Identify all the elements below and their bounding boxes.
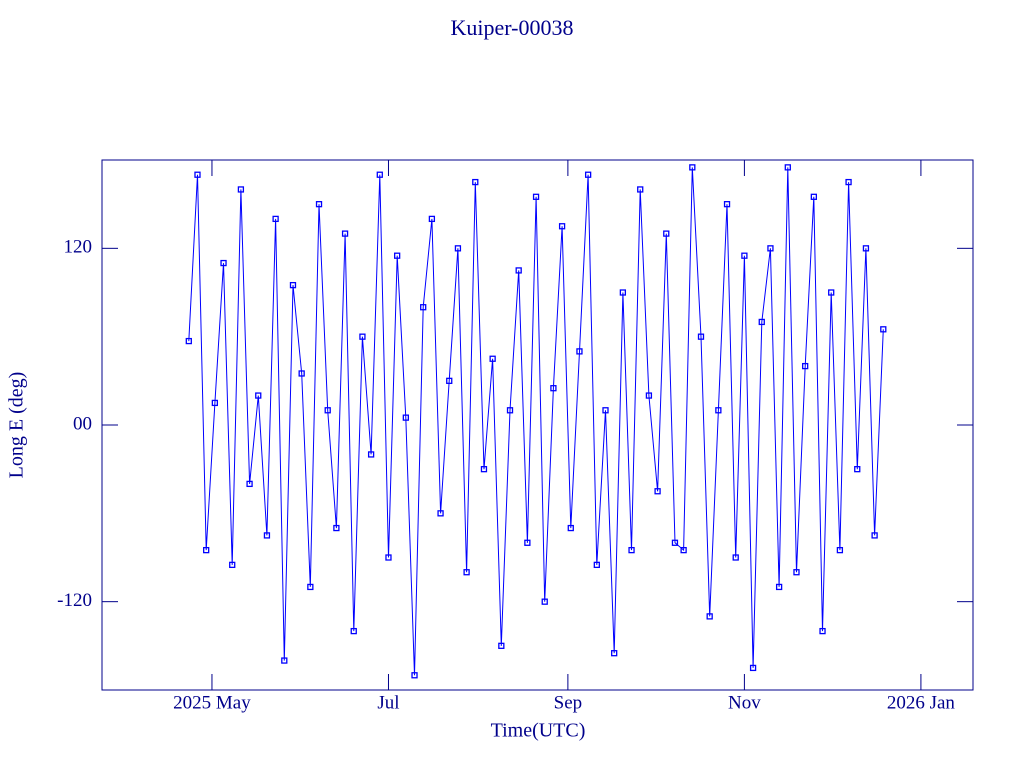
data-point [446, 377, 453, 384]
data-point [437, 510, 444, 517]
data-point [376, 171, 383, 178]
data-point [862, 245, 870, 252]
data-line [188, 167, 884, 676]
data-point [671, 539, 679, 546]
data-point [619, 289, 627, 296]
data-point [663, 230, 670, 237]
data-point [758, 318, 765, 326]
data-point [611, 650, 618, 657]
data-point [428, 215, 436, 223]
data-point [854, 466, 861, 473]
data-point [593, 561, 600, 569]
data-point [272, 215, 279, 223]
data-point [402, 414, 409, 421]
data-point [567, 524, 574, 532]
data-point [498, 642, 505, 649]
data-point [315, 201, 323, 208]
data-point [246, 480, 253, 488]
data-point [532, 193, 540, 200]
data-point [810, 193, 817, 200]
data-point [220, 259, 227, 267]
data-point [385, 554, 392, 561]
data-point [558, 223, 566, 230]
data-point [263, 532, 271, 539]
data-point [506, 407, 514, 414]
data-point [602, 407, 609, 414]
data-point [637, 186, 644, 193]
x-axis-label: Time(UTC) [491, 720, 586, 742]
chart-title: Kuiper-00038 [451, 15, 574, 40]
data-point [645, 392, 653, 399]
y-tick-label: -120 [57, 590, 92, 611]
data-point [723, 201, 731, 208]
data-point [359, 333, 366, 340]
data-point [515, 267, 522, 274]
data-point [775, 583, 783, 591]
data-point [350, 627, 357, 635]
y-tick-label: 120 [64, 237, 93, 258]
data-point [550, 385, 557, 392]
data-point [741, 252, 748, 259]
data-point [229, 561, 236, 569]
data-point [880, 326, 887, 333]
data-point [767, 245, 774, 252]
data-point [489, 355, 496, 362]
y-tick-label: 00 [73, 413, 92, 434]
data-point [194, 171, 201, 178]
data-point [420, 304, 427, 311]
data-point [584, 171, 592, 178]
data-point [680, 546, 687, 554]
data-point [237, 186, 245, 193]
x-tick-label: 2026 Jan [887, 692, 956, 713]
y-axis-label: Long E (deg) [6, 372, 28, 479]
x-tick-label: 2025 May [173, 692, 251, 713]
data-point [802, 362, 809, 370]
data-point [203, 546, 210, 554]
data-point [307, 583, 314, 591]
data-point [845, 178, 852, 186]
data-point [211, 399, 219, 407]
data-point [524, 539, 531, 546]
data-point [324, 407, 331, 414]
data-point [793, 569, 800, 576]
data-point [706, 613, 713, 620]
data-point [732, 554, 739, 561]
data-point [185, 337, 192, 345]
data-point [472, 178, 479, 186]
data-point [697, 333, 705, 340]
x-tick-label: Nov [728, 692, 761, 713]
x-tick-label: Jul [377, 692, 399, 713]
data-point [689, 164, 696, 171]
data-point [715, 407, 722, 414]
data-point [463, 569, 470, 576]
data-point [394, 252, 401, 259]
data-point [341, 230, 349, 237]
data-point [871, 532, 878, 539]
data-point [576, 348, 583, 355]
data-point [628, 546, 635, 554]
data-point [836, 546, 844, 554]
data-point [454, 245, 462, 252]
data-point [828, 289, 835, 296]
data-point [298, 370, 305, 377]
data-point [819, 627, 826, 635]
data-point [255, 392, 262, 399]
x-tick-label: Sep [554, 692, 583, 713]
data-point [654, 488, 661, 495]
data-point [289, 281, 297, 289]
data-point [367, 451, 375, 458]
data-point [333, 524, 340, 532]
data-point [411, 672, 418, 679]
data-point [480, 466, 488, 473]
data-point [281, 657, 288, 664]
data-point [784, 164, 791, 171]
data-point [749, 664, 757, 672]
data-point [541, 598, 548, 605]
